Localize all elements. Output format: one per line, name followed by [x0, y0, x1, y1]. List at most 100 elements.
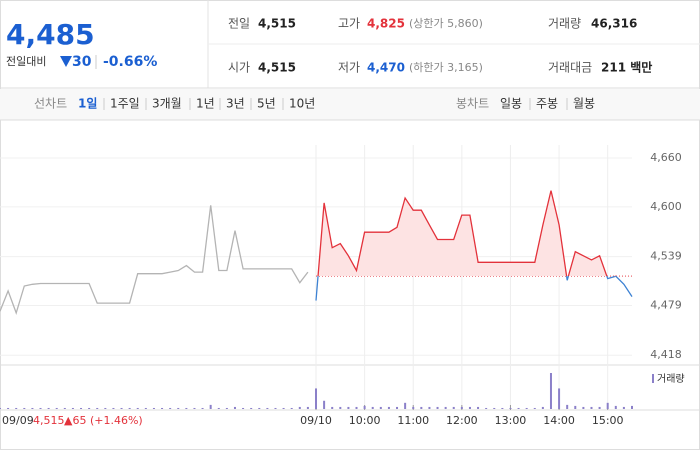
volume-bar	[582, 406, 585, 409]
volume-bar	[209, 404, 212, 409]
volume-bar	[387, 406, 390, 409]
volume-bar	[104, 407, 107, 409]
stat-label: 전일	[228, 17, 250, 31]
period-tab[interactable]: 10년	[289, 97, 315, 111]
volume-bar	[533, 407, 536, 409]
volume-bar	[379, 406, 382, 409]
stat-value: 4,515	[258, 17, 296, 31]
volume-bar	[468, 406, 471, 409]
volume-bar	[622, 406, 625, 409]
volume-bar	[80, 407, 83, 409]
volume-bar	[331, 406, 334, 409]
y-tick-label: 4,418	[650, 348, 682, 361]
volume-bar	[590, 406, 593, 409]
volume-bar	[169, 407, 172, 409]
volume-bar	[282, 407, 285, 409]
volume-bar	[501, 407, 504, 409]
volume-bar	[233, 406, 236, 409]
volume-bar	[177, 407, 180, 409]
volume-bar	[371, 406, 374, 409]
volume-bar	[412, 406, 415, 409]
volume-bar	[23, 407, 26, 409]
volume-bar	[363, 405, 366, 409]
x-tick-label: 09/09	[2, 414, 34, 427]
volume-bar	[120, 407, 123, 409]
volume-bar	[217, 407, 220, 409]
period-tab[interactable]: 1년	[196, 97, 215, 111]
x-tick-label: 14:00	[543, 414, 575, 427]
period-tab[interactable]: 3년	[226, 97, 245, 111]
price-line	[0, 205, 309, 315]
volume-bar	[242, 407, 245, 409]
stat-value: 4,470	[367, 61, 405, 75]
stat-label: 시가	[228, 61, 250, 75]
stat-value: 46,316	[591, 17, 637, 31]
volume-bar	[558, 388, 561, 409]
volume-bar	[144, 407, 147, 409]
y-tick-label: 4,479	[650, 299, 682, 312]
volume-bar	[525, 407, 528, 409]
volume-bar	[460, 406, 463, 409]
change-pct: -0.66%	[103, 54, 157, 70]
volume-bar	[63, 407, 66, 409]
volume-bar	[136, 407, 139, 409]
stat-value: 4,825	[367, 17, 405, 31]
stat-note: (하한가 3,165)	[409, 60, 483, 74]
candle-tab[interactable]: 주봉	[536, 97, 558, 111]
volume-bar	[396, 406, 399, 409]
volume-bar	[323, 400, 326, 409]
y-tick-label: 4,660	[650, 151, 682, 164]
volume-bar	[298, 406, 301, 409]
candle-tab[interactable]: 월봉	[573, 97, 595, 111]
volume-bar	[444, 406, 447, 409]
stat-label: 거래대금	[548, 61, 592, 75]
volume-bar	[428, 406, 431, 409]
volume-bar	[112, 407, 115, 409]
period-tab[interactable]: 1주일	[110, 97, 140, 111]
x-tick-label: 12:00	[446, 414, 478, 427]
volume-bar	[631, 405, 633, 409]
up-area	[316, 190, 632, 277]
toolbar-label: 선차트	[34, 97, 67, 111]
volume-bar	[7, 407, 10, 409]
volume-bar	[31, 407, 34, 409]
stat-note: (상한가 5,860)	[409, 17, 483, 30]
volume-bar	[347, 406, 350, 409]
volume-bar	[420, 406, 423, 409]
period-tab[interactable]: 3개월	[152, 97, 182, 111]
volume-bar	[452, 406, 455, 409]
volume-bar	[88, 407, 91, 409]
volume-bar	[96, 407, 99, 409]
volume-bar	[306, 406, 309, 409]
volume-bar	[339, 406, 342, 409]
candle-tab[interactable]: 일봉	[500, 97, 522, 111]
x-tick-label: 11:00	[397, 414, 429, 427]
stat-value: 211 백만	[601, 60, 652, 75]
volume-bar	[574, 405, 577, 409]
change: 30	[72, 54, 92, 70]
volume-bar	[161, 407, 164, 409]
volume-bar	[566, 404, 569, 409]
volume-bar	[274, 407, 277, 409]
stat-label: 고가	[338, 17, 360, 31]
volume-bar	[485, 407, 488, 409]
legend-label: 거래량	[657, 373, 685, 385]
stat-value: 4,515	[258, 61, 296, 75]
stat-label: 거래량	[548, 17, 581, 31]
toolbar-label: 봉차트	[456, 97, 489, 111]
x-tick-label: 10:00	[349, 414, 381, 427]
volume-bar	[39, 407, 42, 409]
volume-bar	[598, 406, 601, 409]
volume-bar	[258, 407, 261, 409]
volume-bar	[71, 407, 74, 409]
y-tick-label: 4,539	[650, 250, 682, 263]
volume-bar	[315, 388, 317, 409]
x-tick-label: 13:00	[495, 414, 527, 427]
volume-bar	[614, 405, 617, 409]
y-tick-label: 4,600	[650, 200, 682, 213]
volume-bar	[152, 407, 155, 409]
volume-bar	[128, 407, 131, 409]
down-icon	[60, 56, 72, 67]
period-tab[interactable]: 5년	[257, 97, 276, 111]
period-tab[interactable]: 1일	[78, 97, 97, 111]
